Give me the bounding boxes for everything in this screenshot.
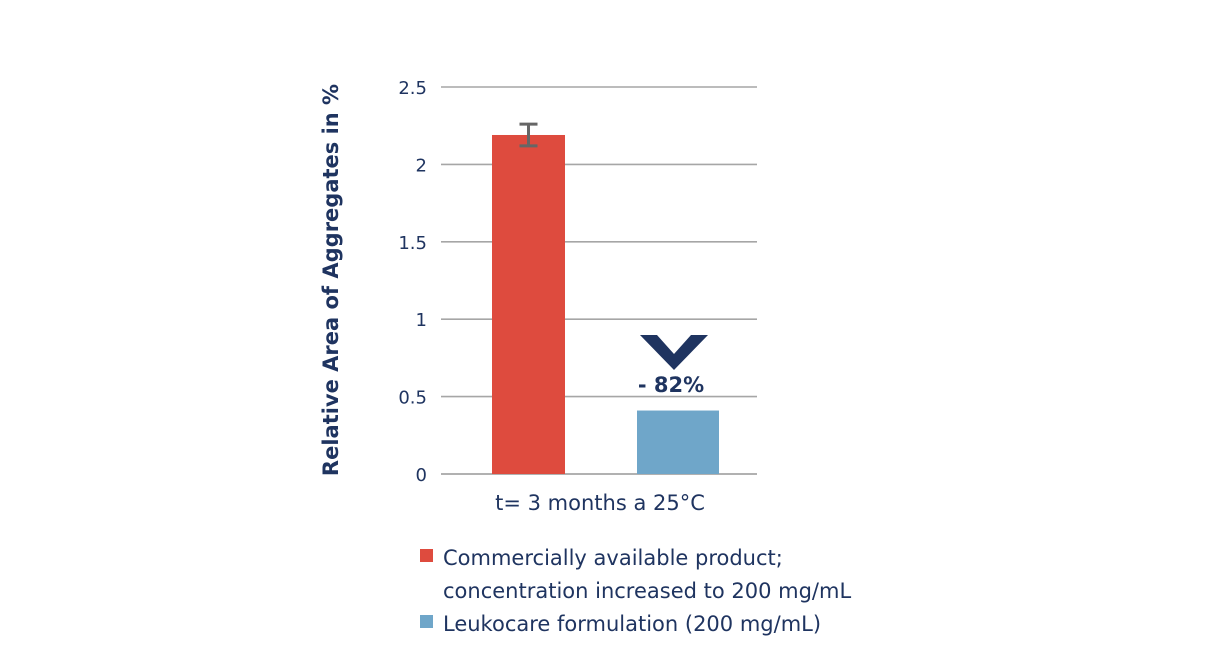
legend-label: Leukocare formulation (200 mg/mL) xyxy=(443,612,822,636)
bar-leukocare-formulation xyxy=(637,410,719,474)
error-bar xyxy=(519,122,538,148)
y-tick-labels: 0 0.5 1 1.5 2 2.5 xyxy=(398,78,427,486)
bars xyxy=(492,122,719,474)
legend-label-line-1: Commercially available product; xyxy=(443,546,783,570)
reduction-annotation-label: - 82% xyxy=(638,373,704,397)
y-tick-label: 2 xyxy=(416,155,427,176)
chevron-down-icon xyxy=(640,335,708,370)
legend: Commercially available product; concentr… xyxy=(420,542,980,641)
x-category-label: t= 3 months a 25°C xyxy=(495,491,705,515)
y-tick-label: 0.5 xyxy=(398,388,427,409)
legend-item-leukocare: Leukocare formulation (200 mg/mL) xyxy=(420,608,980,641)
legend-swatch-commercial xyxy=(420,549,433,562)
y-tick-label: 0 xyxy=(416,465,427,486)
y-tick-label: 1.5 xyxy=(398,233,427,254)
annotation: - 82% xyxy=(638,335,708,397)
legend-label-line-2: concentration increased to 200 mg/mL xyxy=(443,579,852,603)
legend-swatch-leukocare xyxy=(420,615,433,628)
y-axis-label: Relative Area of Aggregates in % xyxy=(319,84,343,476)
y-tick-label: 2.5 xyxy=(398,78,427,99)
bar-commercial-product xyxy=(492,134,565,474)
legend-item-commercial: Commercially available product; concentr… xyxy=(420,542,980,608)
y-tick-label: 1 xyxy=(416,310,427,331)
